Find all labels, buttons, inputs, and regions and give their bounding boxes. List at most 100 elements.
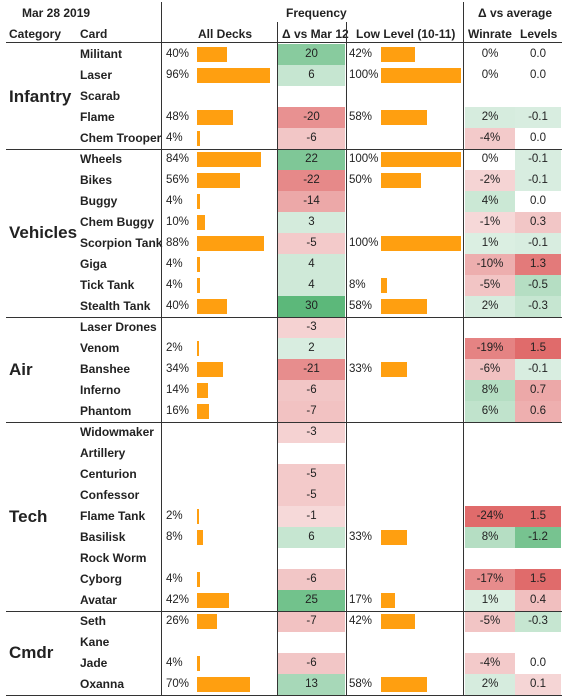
all-decks-percent: 70% [166, 678, 190, 690]
all-decks-column-header: All Decks [198, 27, 253, 41]
winrate-cell: -17% [465, 569, 515, 590]
all-decks-percent: 40% [166, 300, 190, 312]
all-decks-percent: 56% [166, 174, 190, 186]
delta-mar12-cell: -14 [278, 191, 345, 212]
category-label: Tech [9, 506, 48, 526]
category-label: Infantry [9, 86, 72, 106]
delta-mar12-cell: -3 [278, 422, 345, 443]
category-label: Vehicles [9, 223, 78, 242]
low-level-bar [381, 110, 428, 125]
levels-cell: 0.6 [515, 401, 561, 422]
card-name: Laser Drones [80, 320, 157, 334]
all-decks-percent: 26% [166, 615, 190, 627]
low-level-bar [381, 278, 388, 293]
delta-mar12-cell: 6 [278, 527, 345, 548]
levels-column-header: Levels [520, 27, 558, 41]
winrate-cell: -1% [465, 212, 515, 233]
card-name: Stealth Tank [80, 299, 151, 313]
levels-cell: 1.5 [515, 338, 561, 359]
delta-mar12-cell: -3 [278, 317, 345, 338]
delta-mar12-cell: 6 [278, 65, 345, 86]
winrate-cell: 6% [465, 401, 515, 422]
all-decks-percent: 4% [166, 657, 183, 669]
card-name: Giga [80, 257, 107, 271]
all-decks-bar [197, 215, 205, 230]
low-level-percent: 58% [349, 300, 373, 312]
low-level-bar [381, 236, 461, 251]
low-level-percent: 33% [349, 531, 373, 543]
levels-cell: 0.1 [515, 674, 561, 695]
card-name: Militant [80, 47, 122, 61]
all-decks-percent: 42% [166, 594, 190, 606]
winrate-cell: 2% [465, 107, 515, 128]
low-level-bar [381, 677, 428, 692]
low-level-percent: 100% [349, 153, 379, 165]
card-name: Tick Tank [80, 278, 135, 292]
delta-average-group-header: Δ vs average [478, 6, 553, 20]
levels-cell: -0.1 [515, 233, 561, 254]
card-name: Banshee [80, 362, 131, 376]
all-decks-bar [197, 509, 199, 524]
column-divider [463, 2, 464, 695]
all-decks-bar [197, 47, 228, 62]
card-name: Seth [80, 614, 107, 628]
low-level-percent: 100% [349, 237, 379, 249]
winrate-cell: 8% [465, 527, 515, 548]
delta-mar12-cell: -7 [278, 401, 345, 422]
card-name: Flame [80, 110, 115, 124]
category-label: Cmdr [9, 643, 54, 662]
low-level-bar [381, 299, 428, 314]
all-decks-bar [197, 362, 223, 377]
column-divider [277, 22, 278, 695]
card-column-header: Card [80, 27, 108, 41]
all-decks-percent: 84% [166, 153, 190, 165]
delta-mar12-cell: 25 [278, 590, 345, 611]
low-level-percent: 50% [349, 174, 373, 186]
low-level-bar [381, 362, 408, 377]
delta-mar12-cell: 20 [278, 44, 345, 65]
levels-cell: -1.2 [515, 527, 561, 548]
winrate-cell: 2% [465, 296, 515, 317]
card-name: Avatar [80, 593, 117, 607]
levels-cell: 0.7 [515, 380, 561, 401]
card-name: Laser [80, 68, 113, 82]
all-decks-percent: 34% [166, 363, 190, 375]
card-name: Kane [80, 635, 110, 649]
card-name: Oxanna [80, 677, 125, 691]
winrate-cell: 8% [465, 380, 515, 401]
winrate-cell: -5% [465, 275, 515, 296]
card-name: Centurion [80, 467, 137, 481]
winrate-cell: -6% [465, 359, 515, 380]
card-name: Basilisk [80, 530, 126, 544]
winrate-column-header: Winrate [468, 27, 512, 41]
category-column-header: Category [9, 27, 62, 41]
winrate-cell: 2% [465, 674, 515, 695]
winrate-cell: 1% [465, 233, 515, 254]
delta-mar12-cell: -6 [278, 653, 345, 674]
card-name: Confessor [80, 488, 140, 502]
low-level-bar [381, 68, 461, 83]
card-name: Jade [80, 656, 108, 670]
all-decks-bar [197, 593, 229, 608]
all-decks-percent: 2% [166, 510, 183, 522]
delta-mar12-cell: -1 [278, 506, 345, 527]
header-divider [6, 42, 562, 43]
low-level-bar [381, 173, 421, 188]
winrate-cell: 0% [481, 69, 499, 81]
levels-cell: -0.3 [515, 296, 561, 317]
card-name: Phantom [80, 404, 132, 418]
all-decks-percent: 88% [166, 237, 190, 249]
all-decks-bar [197, 152, 261, 167]
levels-cell: -0.1 [515, 170, 561, 191]
all-decks-bar [197, 68, 270, 83]
low-level-bar [381, 530, 408, 545]
delta-mar12-cell: 4 [278, 254, 345, 275]
levels-cell: -0.1 [515, 359, 561, 380]
levels-cell: 0.0 [530, 69, 546, 81]
delta-mar12-cell: 30 [278, 296, 345, 317]
all-decks-percent: 14% [166, 384, 190, 396]
low-level-percent: 58% [349, 678, 373, 690]
delta-mar12-cell: -6 [278, 569, 345, 590]
all-decks-percent: 4% [166, 132, 183, 144]
delta-mar12-cell: 13 [278, 674, 345, 695]
